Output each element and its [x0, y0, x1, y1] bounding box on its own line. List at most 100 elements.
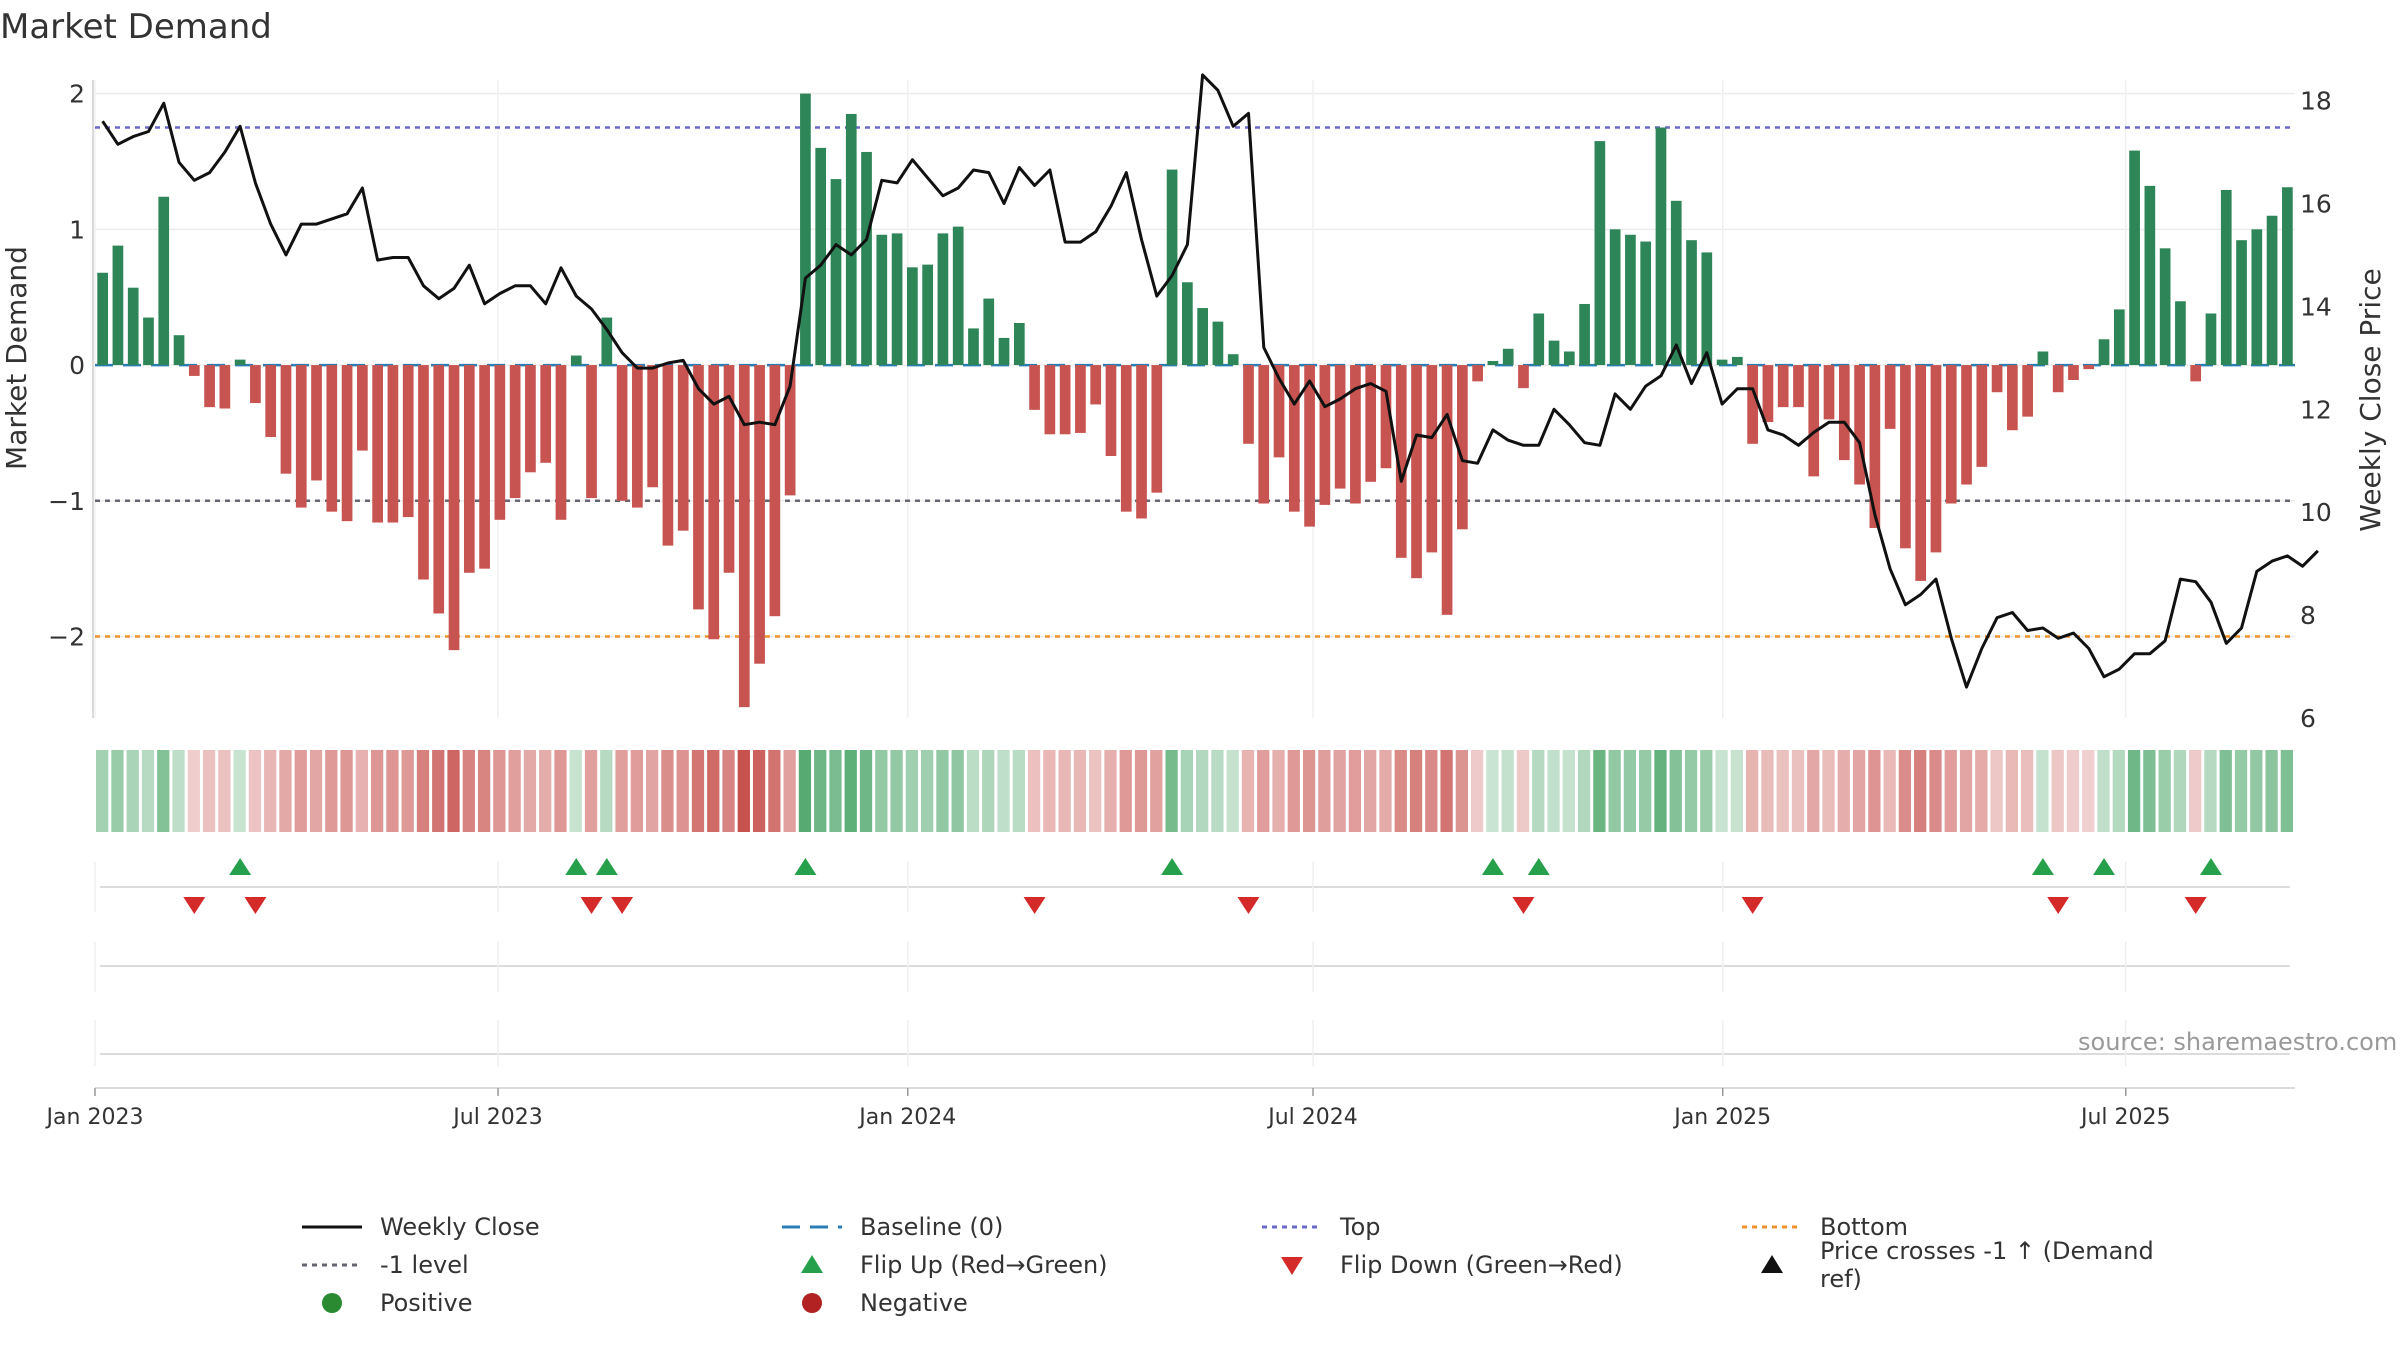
flip-down-marker	[1237, 897, 1260, 914]
heat-cell	[477, 750, 491, 832]
right-axis-label: Weekly Close Price	[2354, 268, 2387, 531]
heat-cell	[1761, 750, 1774, 832]
heat-cell	[1104, 750, 1117, 832]
demand-bar-negative	[1319, 365, 1331, 505]
flip-down-marker	[183, 897, 206, 914]
heat-cell	[1211, 750, 1224, 832]
demand-bar-positive	[922, 264, 933, 366]
heat-cell	[676, 750, 689, 832]
heat-cell	[600, 750, 613, 832]
heat-cell	[1715, 750, 1728, 832]
heat-cell	[2036, 750, 2049, 832]
demand-bar-negative	[219, 365, 231, 409]
demand-bar-negative	[509, 365, 521, 499]
heat-cell	[401, 750, 414, 832]
left-tick-label: 2	[69, 80, 85, 109]
right-tick-label: 10	[2300, 498, 2332, 527]
heat-cell	[1990, 750, 2003, 832]
heat-cell	[1975, 750, 1988, 832]
demand-bar-positive	[876, 234, 888, 366]
heat-cell	[1333, 750, 1346, 832]
demand-bar-negative	[677, 365, 689, 531]
demand-bar-negative	[295, 365, 307, 508]
heat-cell	[325, 750, 338, 832]
heat-cell	[2250, 750, 2263, 832]
demand-bar-negative	[540, 365, 552, 463]
heat-cell	[96, 750, 109, 832]
flip-up-marker	[2093, 858, 2116, 875]
demand-bar-positive	[1182, 282, 1193, 366]
heat-cell	[1898, 750, 1912, 832]
heat-cell	[2265, 750, 2278, 832]
right-tick-label: 6	[2300, 704, 2316, 733]
x-tick-label: Jan 2023	[45, 1105, 144, 1130]
heat-cell	[1776, 750, 1789, 832]
heat-cell	[340, 750, 353, 832]
flip-up-marker	[2199, 858, 2222, 875]
heat-cell	[1914, 750, 1927, 832]
heat-cell	[1241, 750, 1255, 832]
demand-bar-positive	[1548, 340, 1560, 366]
demand-bar-negative	[1029, 365, 1040, 410]
heat-cell	[2097, 750, 2110, 832]
heat-cell	[691, 750, 705, 832]
demand-bar-negative	[555, 365, 567, 520]
flip-markers-panel	[94, 858, 2295, 1089]
flip-up-marker	[229, 858, 252, 875]
heat-cell	[172, 750, 185, 832]
demand-bar-negative	[1869, 365, 1881, 528]
demand-bar-positive	[2220, 189, 2232, 366]
heat-cell	[1150, 750, 1163, 832]
heat-cell	[1929, 750, 1942, 832]
heat-cell	[2051, 750, 2064, 832]
heat-cell	[1043, 750, 1056, 832]
heat-cell	[1425, 750, 1438, 832]
heat-cell	[1746, 750, 1759, 832]
demand-bar-positive	[1716, 359, 1728, 366]
demand-bar-negative	[586, 365, 597, 499]
heat-cell	[1302, 750, 1316, 832]
heat-cell	[936, 750, 949, 832]
legend-negative: Negative	[780, 1286, 968, 1320]
demand-bar-negative	[647, 365, 658, 488]
demand-bar-negative	[357, 365, 368, 451]
heat-cell	[126, 750, 139, 832]
heat-cell	[2021, 750, 2034, 832]
demand-bar-positive	[2236, 240, 2247, 366]
legend-label: Top	[1340, 1213, 1381, 1241]
heat-cell	[661, 750, 674, 832]
heat-cell	[141, 750, 155, 832]
demand-bar-negative	[1120, 365, 1132, 512]
reference-lines	[95, 126, 2295, 638]
demand-bar-positive	[2144, 185, 2156, 366]
heat-cell	[554, 750, 567, 832]
demand-bar-positive	[143, 317, 154, 366]
heat-cell	[829, 750, 842, 832]
demand-bar-positive	[1625, 234, 1636, 366]
left-tick-label: −1	[48, 487, 85, 516]
heat-cell	[248, 750, 262, 832]
heat-cell	[1516, 750, 1530, 832]
heat-cell	[1532, 750, 1545, 832]
legend-top: Top	[1260, 1210, 1381, 1244]
heat-cell	[783, 750, 796, 832]
demand-bars	[97, 93, 2293, 708]
flip-up-marker	[565, 858, 588, 875]
heat-cell	[1654, 750, 1667, 832]
heat-cell	[1027, 750, 1041, 832]
heat-cell	[2112, 750, 2125, 832]
demand-bar-positive	[158, 196, 170, 366]
demand-bar-negative	[1090, 365, 1102, 405]
right-tick-label: 16	[2300, 189, 2332, 218]
demand-bar-negative	[433, 365, 445, 614]
flip-down-marker	[580, 897, 603, 914]
heat-cell	[1180, 750, 1193, 832]
flip-down-marker	[611, 897, 634, 914]
demand-bar-positive	[234, 359, 246, 366]
heat-cell	[1852, 750, 1866, 832]
demand-bar-negative	[723, 365, 735, 573]
heat-cell	[2204, 750, 2217, 832]
legend-label: Baseline (0)	[860, 1213, 1004, 1241]
heat-cell	[218, 750, 231, 832]
demand-bar-negative	[662, 365, 674, 546]
